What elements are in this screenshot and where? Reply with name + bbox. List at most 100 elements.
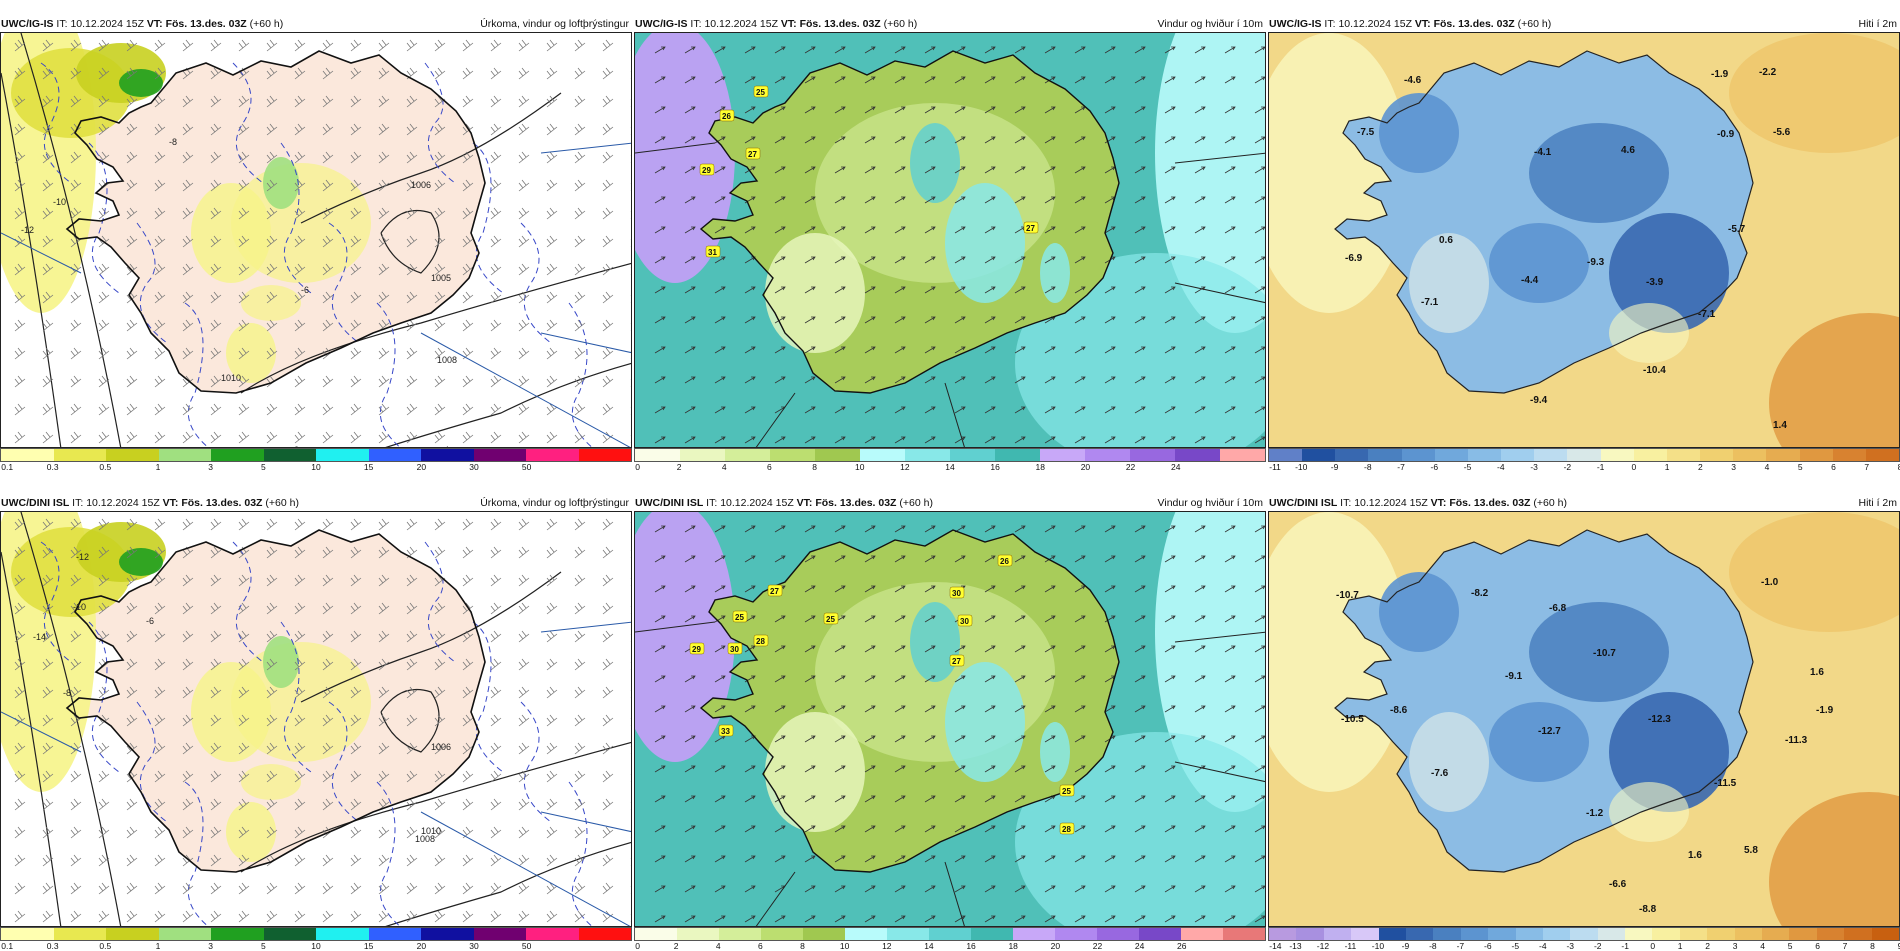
- colorbar-swatch: [526, 928, 579, 940]
- wind-arrow: [714, 585, 726, 593]
- wind-barb: [434, 742, 446, 755]
- wind-barb: [378, 403, 390, 416]
- temperature-contour: [328, 222, 360, 344]
- sea-warm-northeast: [1729, 512, 1899, 632]
- wind-barb: [602, 518, 614, 531]
- wind-arrow: [774, 525, 786, 533]
- wind-barb: [406, 854, 418, 867]
- wind-barb: [70, 207, 82, 220]
- wind-barb: [518, 602, 530, 615]
- colorbar-tick-label: -8: [1364, 462, 1372, 472]
- region-line: [944, 382, 965, 447]
- vt-label: VT:: [780, 18, 797, 30]
- wind-barb: [322, 67, 334, 80]
- it-label: IT:: [706, 497, 718, 509]
- map-area[interactable]: -10.7 -8.2 -6.8 -1.0 -10.7 -9.1 1.6 -10.5 -8.6 -1…: [1268, 511, 1900, 927]
- wind-arrow: [1164, 645, 1176, 653]
- wind-barb: [518, 714, 530, 727]
- wind-barb: [42, 602, 54, 615]
- wind-barb: [406, 291, 418, 304]
- wind-arrow: [894, 645, 906, 653]
- wind-barb: [518, 375, 530, 388]
- wind-barb: [322, 291, 334, 304]
- map-area[interactable]: -4.6 -7.5 -4.1 4.6 -1.9 -2.2 -0.9 -5.6 0.6 -6.9 -9…: [1268, 32, 1900, 448]
- wind-barb: [462, 431, 474, 444]
- wind-barb: [462, 39, 474, 52]
- wind-barb: [266, 263, 278, 276]
- temperature-label: -10.7: [1593, 648, 1616, 659]
- wind-barb: [378, 686, 390, 699]
- wind-arrow: [744, 705, 756, 713]
- gust-label: 27: [770, 587, 779, 596]
- wind-barb: [574, 291, 586, 304]
- precip-band-southeast: [241, 764, 301, 800]
- wind-arrow: [804, 915, 816, 923]
- wind-barb: [406, 910, 418, 923]
- wind-arrow: [1044, 436, 1056, 444]
- wind-arrow: [894, 226, 906, 234]
- wind-barb: [182, 347, 194, 360]
- wind-arrow: [1164, 376, 1176, 384]
- colorbar-swatch: [1460, 928, 1489, 940]
- wind-arrow: [984, 196, 996, 204]
- cold-area-central: [1489, 223, 1589, 303]
- wind-barb: [406, 95, 418, 108]
- wind-barb: [42, 67, 54, 80]
- wind-arrow: [984, 675, 996, 683]
- wind-barb: [490, 375, 502, 388]
- contour-label: -14: [33, 632, 46, 642]
- wind-arrow: [1074, 675, 1086, 683]
- wind-barb: [42, 39, 54, 52]
- colorbar-tick-label: 15: [363, 941, 374, 951]
- wind-barb: [546, 375, 558, 388]
- temperature-contour: [280, 142, 312, 294]
- wind-arrow: [834, 525, 846, 533]
- vt-value: Fös. 13.des. 03Z: [1449, 497, 1531, 509]
- wind-barb: [462, 910, 474, 923]
- wind-barb: [630, 662, 631, 670]
- colorbar-tick-label: 0: [1650, 941, 1656, 951]
- wind-arrow: [1134, 256, 1146, 264]
- wind-arrow: [1044, 166, 1056, 174]
- wind-arrow: [774, 346, 786, 354]
- wind-arrow: [714, 106, 726, 114]
- wind-barb: [294, 518, 306, 531]
- colorbar-tick-label: 8: [1898, 462, 1900, 472]
- wind-arrow: [654, 106, 666, 114]
- wind-calm-south: [765, 712, 865, 832]
- map-area[interactable]: 25 26 27 29 31 27: [634, 32, 1266, 448]
- temperature-contour: [232, 541, 264, 663]
- wind-barb: [266, 95, 278, 108]
- wind-barb: [602, 602, 614, 615]
- temperature-contour: [568, 781, 593, 926]
- temperature-contour: [328, 701, 360, 823]
- wind-arrow: [1164, 196, 1176, 204]
- map-area[interactable]: -12 -10 -14 -6 -8 1006 1010 1008: [0, 511, 632, 927]
- colorbar-tick-label: 3: [1731, 462, 1737, 472]
- wind-arrow: [684, 885, 696, 893]
- wind-arrow: [744, 376, 756, 384]
- wind-barb: [630, 351, 631, 359]
- wind-arrow: [924, 735, 936, 743]
- wind-barb: [630, 239, 631, 247]
- wind-barb: [574, 95, 586, 108]
- wind-arrow: [1224, 76, 1236, 84]
- wind-barb: [98, 686, 110, 699]
- wind-barb: [574, 714, 586, 727]
- map-area[interactable]: 26 27 25 25 29 30 28 30 30 27 33 25 28: [634, 511, 1266, 927]
- wind-barb: [14, 39, 26, 52]
- colorbar-tick-label: -2: [1563, 462, 1572, 472]
- wind-barb: [630, 858, 631, 866]
- colorbar-swatch: [1323, 928, 1352, 940]
- wind-barb: [518, 742, 530, 755]
- wind-barb: [154, 291, 166, 304]
- wind-barb: [434, 770, 446, 783]
- colorbar-swatch: [1223, 928, 1265, 940]
- wind-arrow: [894, 256, 906, 264]
- colorbar-swatch: [1181, 928, 1223, 940]
- wind-arrow: [894, 765, 906, 773]
- colorbar-swatch: [1733, 449, 1767, 461]
- wind-barb: [406, 602, 418, 615]
